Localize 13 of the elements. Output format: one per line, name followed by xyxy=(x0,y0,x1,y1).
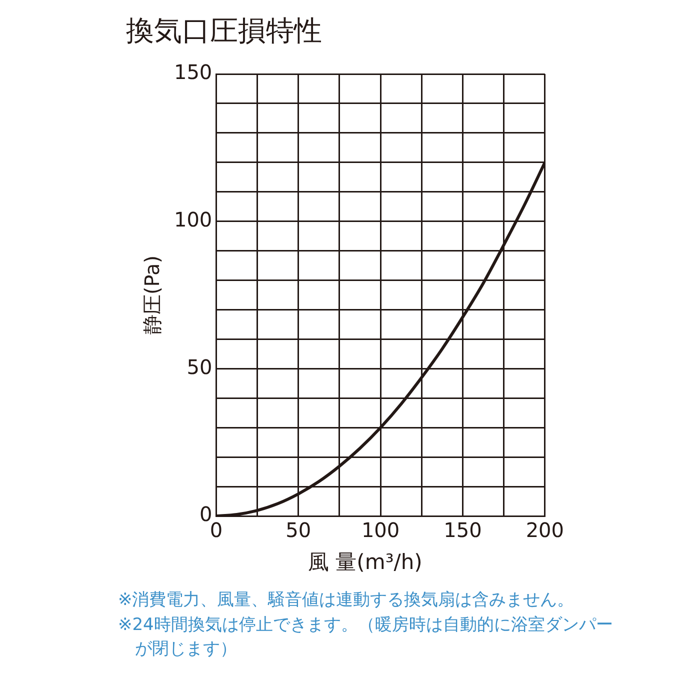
y-axis-title: 静圧(Pa) xyxy=(140,255,164,335)
y-tick-label: 0 xyxy=(199,502,212,526)
y-tick-label: 150 xyxy=(174,60,212,84)
x-axis-title: 風 量(m³/h) xyxy=(308,549,422,576)
y-tick-label: 50 xyxy=(186,354,212,379)
chart-title: 換気口圧損特性 xyxy=(126,13,322,49)
y-tick-label: 100 xyxy=(174,208,212,232)
x-tick-label: 100 xyxy=(361,518,400,542)
x-tick-label: 150 xyxy=(444,518,482,542)
x-tick-label: 50 xyxy=(286,518,312,542)
text: ※消費電力、風量、騒音値は連動する換気扇は含みません。 xyxy=(118,589,576,612)
x-tick-label: 200 xyxy=(526,518,564,542)
text: ※24時間換気は停止できます。（暖房時は自動的に浴室ダンパーが閉じます） xyxy=(118,614,614,662)
